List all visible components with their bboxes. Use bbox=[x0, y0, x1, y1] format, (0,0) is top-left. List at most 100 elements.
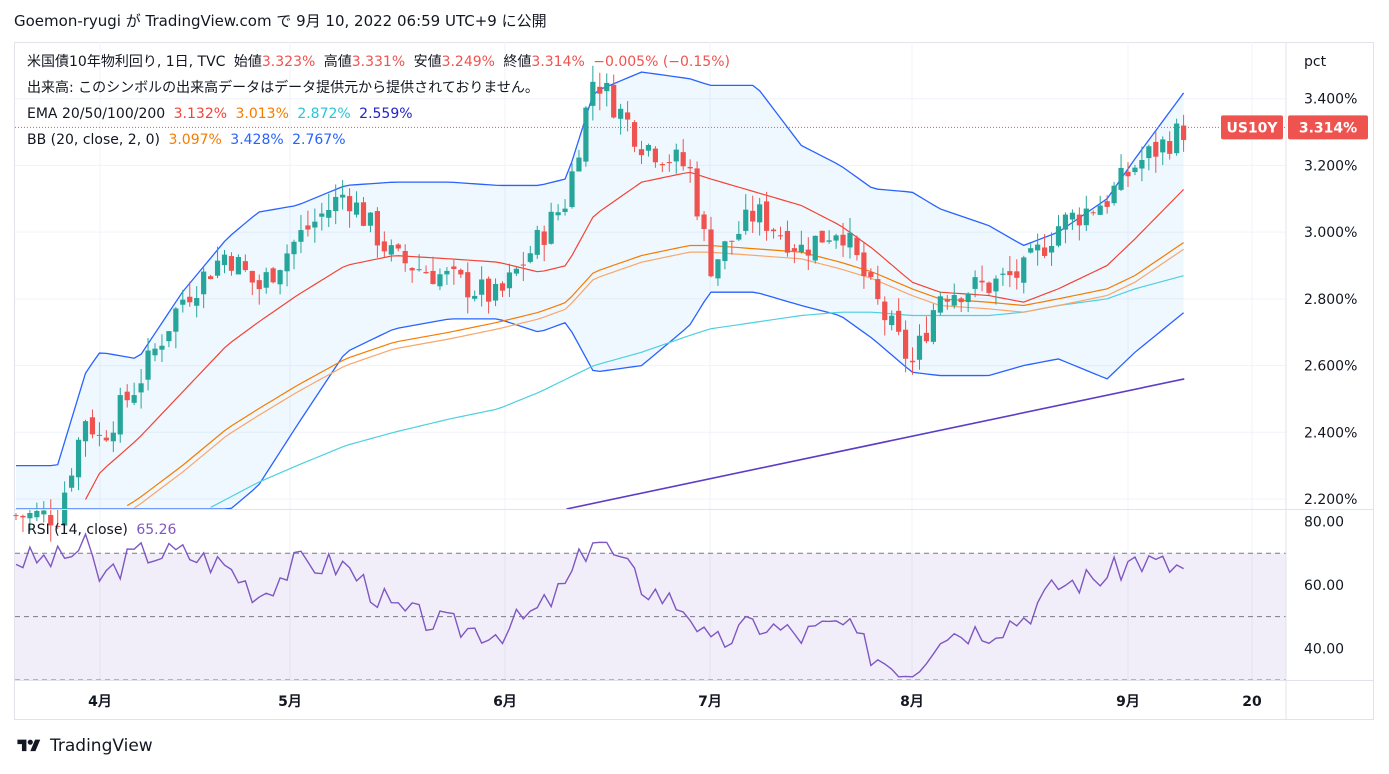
candle-body bbox=[451, 266, 457, 270]
candle bbox=[277, 269, 283, 295]
low-label: 安値 bbox=[413, 54, 442, 70]
candle bbox=[1021, 255, 1027, 294]
candle bbox=[798, 230, 804, 254]
candle-body bbox=[430, 270, 436, 285]
candle-body bbox=[472, 295, 478, 299]
candle-body bbox=[1118, 167, 1124, 190]
legend-ema[interactable]: EMA 20/50/100/200 3.132% 3.013% 2.872% 2… bbox=[27, 104, 417, 124]
candle bbox=[652, 146, 658, 168]
candle bbox=[1055, 214, 1062, 248]
candle-body bbox=[903, 329, 909, 359]
candle-body bbox=[1139, 160, 1145, 169]
time-tick-label: 7月 bbox=[698, 694, 722, 710]
candle bbox=[513, 267, 519, 276]
candle bbox=[903, 320, 909, 373]
candle-body bbox=[1021, 257, 1027, 283]
candle bbox=[1181, 114, 1187, 152]
legend-rsi[interactable]: RSI (14, close) 65.26 bbox=[27, 520, 180, 540]
candle-body bbox=[1104, 201, 1110, 207]
candle bbox=[770, 228, 777, 239]
candle-body bbox=[951, 295, 957, 306]
candle-body bbox=[1048, 245, 1055, 253]
candle-body bbox=[138, 383, 144, 393]
time-tick-label: 8月 bbox=[900, 694, 924, 710]
candle-body bbox=[798, 244, 804, 253]
candle-body bbox=[409, 268, 415, 271]
candle-body bbox=[958, 298, 964, 303]
candle-body bbox=[270, 268, 276, 283]
candle bbox=[1160, 136, 1166, 165]
rsi-value: 65.26 bbox=[136, 522, 177, 538]
candle bbox=[166, 331, 172, 348]
candle bbox=[784, 220, 791, 257]
close-value: 3.314% bbox=[531, 54, 585, 70]
grid bbox=[15, 42, 1286, 680]
candle bbox=[764, 191, 770, 241]
open-label: 始値 bbox=[233, 54, 262, 70]
price-unit-label: pct bbox=[1304, 54, 1327, 70]
candle bbox=[437, 268, 443, 291]
candle bbox=[916, 324, 923, 370]
candle-body bbox=[499, 283, 506, 291]
candle-body bbox=[75, 439, 82, 478]
time-tick-label: 6月 bbox=[493, 694, 517, 710]
candle bbox=[173, 306, 179, 349]
candle bbox=[201, 267, 207, 309]
candle bbox=[1118, 154, 1124, 192]
candle bbox=[75, 437, 82, 491]
ema50-soft-line bbox=[133, 248, 1184, 509]
candle-body bbox=[541, 231, 547, 245]
candle bbox=[20, 514, 26, 533]
candle bbox=[875, 265, 881, 305]
candle bbox=[1007, 256, 1013, 288]
candle bbox=[583, 106, 589, 167]
candle bbox=[923, 316, 930, 344]
candle bbox=[1104, 195, 1110, 214]
candle bbox=[347, 188, 353, 228]
candle-body bbox=[228, 256, 235, 271]
candle bbox=[388, 239, 394, 262]
candle bbox=[638, 140, 645, 165]
candle bbox=[694, 161, 700, 221]
candle bbox=[604, 73, 610, 107]
rsi-tick-label: 40.00 bbox=[1304, 641, 1344, 657]
candle bbox=[312, 208, 318, 243]
candle-body bbox=[965, 293, 971, 303]
candle bbox=[13, 513, 19, 521]
candle bbox=[944, 295, 950, 310]
candle-body bbox=[1076, 214, 1082, 226]
candle bbox=[423, 265, 429, 274]
high-value: 3.331% bbox=[351, 54, 406, 70]
legend-bb[interactable]: BB (20, close, 2, 0) 3.097% 3.428% 2.767… bbox=[27, 130, 350, 150]
candle-body bbox=[791, 248, 797, 252]
candle-body bbox=[618, 108, 624, 119]
candle bbox=[889, 310, 895, 331]
candle-body bbox=[221, 254, 228, 266]
candle-body bbox=[1055, 226, 1062, 246]
candle bbox=[180, 289, 186, 313]
candle bbox=[993, 275, 999, 305]
price-tick-label: 3.000% bbox=[1304, 225, 1357, 241]
candle bbox=[1042, 234, 1048, 259]
candle-body bbox=[48, 515, 54, 526]
candle-body bbox=[520, 264, 526, 266]
footer-brand[interactable]: TradingView bbox=[14, 736, 153, 756]
candle bbox=[381, 231, 387, 258]
candle-body bbox=[208, 276, 214, 280]
candle-body bbox=[694, 168, 700, 217]
candle-body bbox=[235, 257, 241, 275]
time-tick-label: 4月 bbox=[88, 694, 112, 710]
candle bbox=[937, 292, 943, 316]
candle-body bbox=[326, 209, 332, 218]
candle-body bbox=[513, 268, 519, 274]
candle-body bbox=[833, 235, 839, 241]
candle bbox=[159, 334, 165, 362]
candle-body bbox=[847, 232, 853, 248]
candle-body bbox=[201, 271, 207, 295]
candle bbox=[319, 202, 325, 231]
candle-body bbox=[388, 245, 394, 255]
candle-body bbox=[770, 229, 777, 232]
candle-body bbox=[909, 360, 916, 363]
rsi-tick-label: 60.00 bbox=[1304, 578, 1344, 594]
